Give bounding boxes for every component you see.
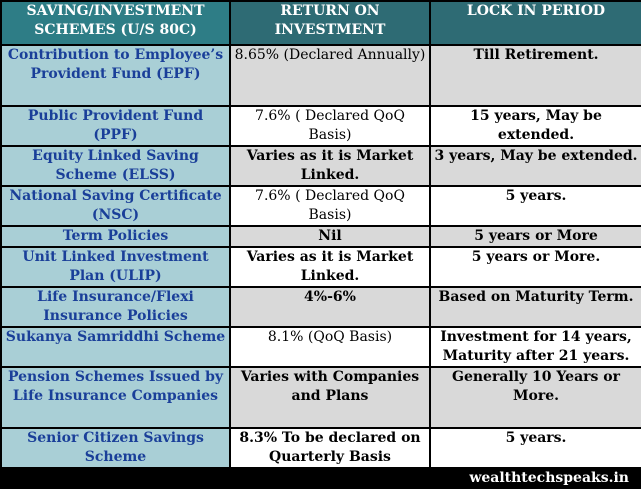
return-cell: Nil	[229, 225, 431, 248]
header-row: SAVING/INVESTMENT SCHEMES (U/S 80C) RETU…	[0, 0, 641, 46]
table-row: National Saving Certificate (NSC) 7.6% (…	[0, 185, 641, 227]
lock-in-cell: Investment for 14 years, Maturity after …	[429, 326, 641, 368]
lock-in-cell: 3 years, May be extended.	[429, 145, 641, 187]
table-row: Unit Linked Investment Plan (ULIP) Varie…	[0, 246, 641, 288]
tax-saving-schemes-table: SAVING/INVESTMENT SCHEMES (U/S 80C) RETU…	[0, 0, 641, 469]
table-row: Senior Citizen Savings Scheme 8.3% To be…	[0, 427, 641, 469]
return-cell: Varies with Companies and Plans	[229, 366, 431, 429]
header-scheme: SAVING/INVESTMENT SCHEMES (U/S 80C)	[0, 0, 231, 46]
lock-in-cell: 5 years.	[429, 185, 641, 227]
table-row: Contribution to Employee’s Provident Fun…	[0, 44, 641, 107]
table-row: Term Policies Nil 5 years or More	[0, 225, 641, 248]
lock-in-cell: 15 years, May be extended.	[429, 105, 641, 147]
table-row: Public Provident Fund (PPF) 7.6% ( Decla…	[0, 105, 641, 147]
return-cell: 7.6% ( Declared QoQ Basis)	[229, 105, 431, 147]
scheme-cell: Sukanya Samriddhi Scheme	[0, 326, 231, 368]
lock-in-cell: 5 years or More.	[429, 246, 641, 288]
lock-in-cell: 5 years or More	[429, 225, 641, 248]
table-row: Pension Schemes Issued by Life Insurance…	[0, 366, 641, 429]
table-row: Sukanya Samriddhi Scheme 8.1% (QoQ Basis…	[0, 326, 641, 368]
return-cell: Varies as it is Market Linked.	[229, 145, 431, 187]
scheme-cell: Term Policies	[0, 225, 231, 248]
scheme-cell: Public Provident Fund (PPF)	[0, 105, 231, 147]
table-row: Equity Linked Saving Scheme (ELSS) Varie…	[0, 145, 641, 187]
return-cell: 7.6% ( Declared QoQ Basis)	[229, 185, 431, 227]
scheme-cell: Senior Citizen Savings Scheme	[0, 427, 231, 469]
return-cell: Varies as it is Market Linked.	[229, 246, 431, 288]
return-cell: 8.1% (QoQ Basis)	[229, 326, 431, 368]
table-row: Life Insurance/Flexi Insurance Policies …	[0, 286, 641, 328]
source-credit: wealthtechspeaks.in	[469, 470, 629, 486]
return-cell: 8.3% To be declared on Quarterly Basis	[229, 427, 431, 469]
scheme-cell: Equity Linked Saving Scheme (ELSS)	[0, 145, 231, 187]
lock-in-cell: 5 years.	[429, 427, 641, 469]
lock-in-cell: Generally 10 Years or More.	[429, 366, 641, 429]
lock-in-cell: Based on Maturity Term.	[429, 286, 641, 328]
header-lock-in: LOCK IN PERIOD	[429, 0, 641, 46]
scheme-cell: Contribution to Employee’s Provident Fun…	[0, 44, 231, 107]
scheme-cell: Unit Linked Investment Plan (ULIP)	[0, 246, 231, 288]
lock-in-cell: Till Retirement.	[429, 44, 641, 107]
header-return: RETURN ON INVESTMENT	[229, 0, 431, 46]
scheme-cell: Pension Schemes Issued by Life Insurance…	[0, 366, 231, 429]
return-cell: 8.65% (Declared Annually)	[229, 44, 431, 107]
return-cell: 4%-6%	[229, 286, 431, 328]
scheme-cell: Life Insurance/Flexi Insurance Policies	[0, 286, 231, 328]
scheme-cell: National Saving Certificate (NSC)	[0, 185, 231, 227]
